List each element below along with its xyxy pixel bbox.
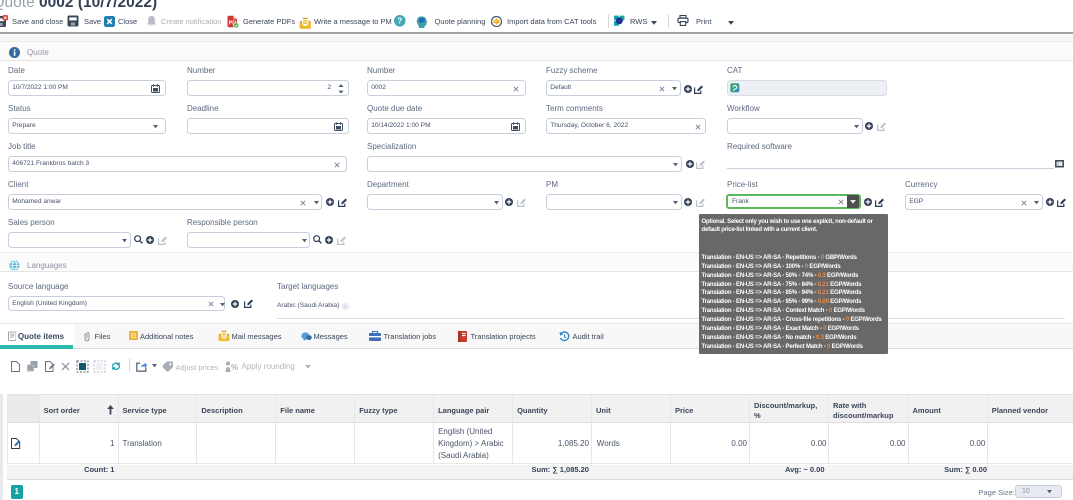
svg-text:%: % — [231, 363, 238, 372]
svg-text:PD: PD — [229, 20, 237, 26]
svg-text:?: ? — [397, 17, 402, 26]
